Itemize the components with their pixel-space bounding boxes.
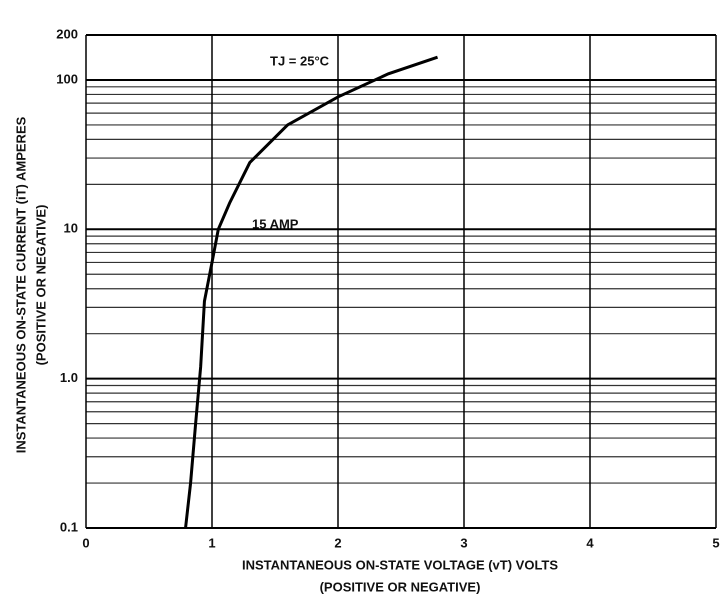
x-axis-label: INSTANTANEOUS ON-STATE VOLTAGE (vT) VOLT… bbox=[242, 557, 558, 572]
y-tick-label: 10 bbox=[64, 221, 78, 236]
x-tick-label: 5 bbox=[712, 535, 719, 550]
annotation: 15 AMP bbox=[252, 216, 299, 231]
x-tick-label: 1 bbox=[208, 535, 215, 550]
x-tick-label: 0 bbox=[82, 535, 89, 550]
data-line bbox=[184, 55, 439, 529]
y-tick-label: 100 bbox=[56, 71, 78, 86]
y-tick-label: 0.1 bbox=[60, 519, 78, 534]
x-tick-label: 2 bbox=[334, 535, 341, 550]
y-axis-label: (POSITIVE OR NEGATIVE) bbox=[33, 205, 48, 366]
x-axis-label: (POSITIVE OR NEGATIVE) bbox=[320, 579, 481, 594]
y-axis-label: INSTANTANEOUS ON-STATE CURRENT (iT) AMPE… bbox=[13, 116, 28, 453]
x-tick-label: 3 bbox=[460, 535, 467, 550]
annotation: TJ = 25°C bbox=[270, 53, 330, 68]
y-tick-label: 1.0 bbox=[60, 370, 78, 385]
x-tick-label: 4 bbox=[586, 535, 594, 550]
y-tick-label: 200 bbox=[56, 26, 78, 41]
